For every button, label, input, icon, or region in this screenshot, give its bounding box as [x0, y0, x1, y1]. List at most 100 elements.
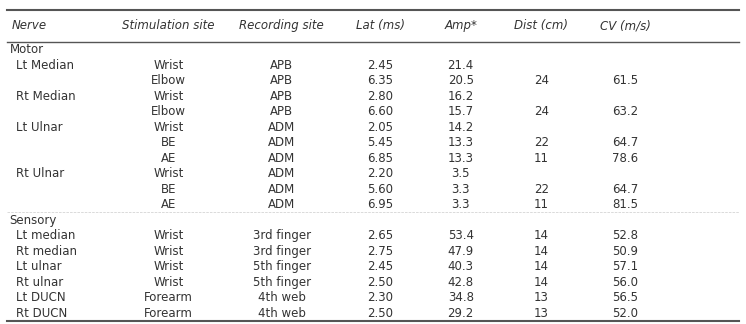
Text: 13.3: 13.3: [448, 136, 474, 149]
Text: APB: APB: [270, 105, 293, 118]
Text: 64.7: 64.7: [612, 136, 639, 149]
Text: 56.5: 56.5: [612, 291, 639, 304]
Text: 3rd finger: 3rd finger: [253, 229, 310, 242]
Text: 13: 13: [533, 307, 548, 319]
Text: 2.30: 2.30: [367, 291, 393, 304]
Text: 4th web: 4th web: [257, 291, 306, 304]
Text: 78.6: 78.6: [612, 152, 639, 165]
Text: Wrist: Wrist: [153, 121, 184, 134]
Text: ADM: ADM: [268, 183, 295, 196]
Text: Rt Median: Rt Median: [16, 90, 76, 103]
Text: 3.3: 3.3: [451, 183, 470, 196]
Text: 50.9: 50.9: [612, 245, 639, 258]
Text: 6.60: 6.60: [367, 105, 393, 118]
Text: 29.2: 29.2: [448, 307, 474, 319]
Text: 11: 11: [533, 198, 548, 211]
Text: 22: 22: [533, 183, 548, 196]
Text: 14: 14: [533, 229, 548, 242]
Text: 5th finger: 5th finger: [253, 260, 310, 273]
Text: ADM: ADM: [268, 152, 295, 165]
Text: Nerve: Nerve: [11, 19, 46, 32]
Text: 6.85: 6.85: [367, 152, 393, 165]
Text: Wrist: Wrist: [153, 229, 184, 242]
Text: Amp*: Amp*: [445, 19, 477, 32]
Text: Elbow: Elbow: [151, 105, 186, 118]
Text: 3.5: 3.5: [451, 167, 470, 180]
Text: 5.60: 5.60: [367, 183, 393, 196]
Text: Dist (cm): Dist (cm): [514, 19, 568, 32]
Text: Wrist: Wrist: [153, 59, 184, 72]
Text: Wrist: Wrist: [153, 90, 184, 103]
Text: BE: BE: [160, 183, 176, 196]
Text: 47.9: 47.9: [448, 245, 474, 258]
Text: Wrist: Wrist: [153, 167, 184, 180]
Text: Rt ulnar: Rt ulnar: [16, 275, 63, 289]
Text: 16.2: 16.2: [448, 90, 474, 103]
Text: 81.5: 81.5: [612, 198, 639, 211]
Text: AE: AE: [160, 198, 176, 211]
Text: 63.2: 63.2: [612, 105, 639, 118]
Text: 4th web: 4th web: [257, 307, 306, 319]
Text: Rt Ulnar: Rt Ulnar: [16, 167, 65, 180]
Text: Wrist: Wrist: [153, 260, 184, 273]
Text: 2.65: 2.65: [367, 229, 393, 242]
Text: Elbow: Elbow: [151, 74, 186, 87]
Text: 2.45: 2.45: [367, 59, 393, 72]
Text: Lt Median: Lt Median: [16, 59, 75, 72]
Text: APB: APB: [270, 90, 293, 103]
Text: APB: APB: [270, 74, 293, 87]
Text: ADM: ADM: [268, 121, 295, 134]
Text: Rt DUCN: Rt DUCN: [16, 307, 68, 319]
Text: 52.8: 52.8: [612, 229, 639, 242]
Text: ADM: ADM: [268, 198, 295, 211]
Text: 24: 24: [533, 74, 548, 87]
Text: AE: AE: [160, 152, 176, 165]
Text: 2.20: 2.20: [367, 167, 393, 180]
Text: Wrist: Wrist: [153, 275, 184, 289]
Text: Forearm: Forearm: [144, 291, 192, 304]
Text: 2.05: 2.05: [367, 121, 393, 134]
Text: Lt ulnar: Lt ulnar: [16, 260, 62, 273]
Text: 14: 14: [533, 260, 548, 273]
Text: 11: 11: [533, 152, 548, 165]
Text: 40.3: 40.3: [448, 260, 474, 273]
Text: Lat (ms): Lat (ms): [356, 19, 405, 32]
Text: 14.2: 14.2: [448, 121, 474, 134]
Text: 15.7: 15.7: [448, 105, 474, 118]
Text: ADM: ADM: [268, 136, 295, 149]
Text: 53.4: 53.4: [448, 229, 474, 242]
Text: Rt median: Rt median: [16, 245, 78, 258]
Text: 2.50: 2.50: [367, 275, 393, 289]
Text: Wrist: Wrist: [153, 245, 184, 258]
Text: 57.1: 57.1: [612, 260, 639, 273]
Text: 2.75: 2.75: [367, 245, 393, 258]
Text: Sensory: Sensory: [10, 214, 57, 227]
Text: 52.0: 52.0: [612, 307, 639, 319]
Text: 34.8: 34.8: [448, 291, 474, 304]
Text: Motor: Motor: [10, 43, 44, 56]
Text: BE: BE: [160, 136, 176, 149]
Text: 20.5: 20.5: [448, 74, 474, 87]
Text: Lt median: Lt median: [16, 229, 76, 242]
Text: 2.50: 2.50: [367, 307, 393, 319]
Text: Lt DUCN: Lt DUCN: [16, 291, 66, 304]
Text: 5.45: 5.45: [367, 136, 393, 149]
Text: 56.0: 56.0: [612, 275, 639, 289]
Text: ADM: ADM: [268, 167, 295, 180]
Text: 13: 13: [533, 291, 548, 304]
Text: APB: APB: [270, 59, 293, 72]
Text: 2.45: 2.45: [367, 260, 393, 273]
Text: 22: 22: [533, 136, 548, 149]
Text: 5th finger: 5th finger: [253, 275, 310, 289]
Text: Lt Ulnar: Lt Ulnar: [16, 121, 63, 134]
Text: 24: 24: [533, 105, 548, 118]
Text: 42.8: 42.8: [448, 275, 474, 289]
Text: 64.7: 64.7: [612, 183, 639, 196]
Text: 2.80: 2.80: [367, 90, 393, 103]
Text: 6.95: 6.95: [367, 198, 393, 211]
Text: Recording site: Recording site: [239, 19, 324, 32]
Text: 14: 14: [533, 245, 548, 258]
Text: CV (m/s): CV (m/s): [600, 19, 651, 32]
Text: 14: 14: [533, 275, 548, 289]
Text: Stimulation site: Stimulation site: [122, 19, 215, 32]
